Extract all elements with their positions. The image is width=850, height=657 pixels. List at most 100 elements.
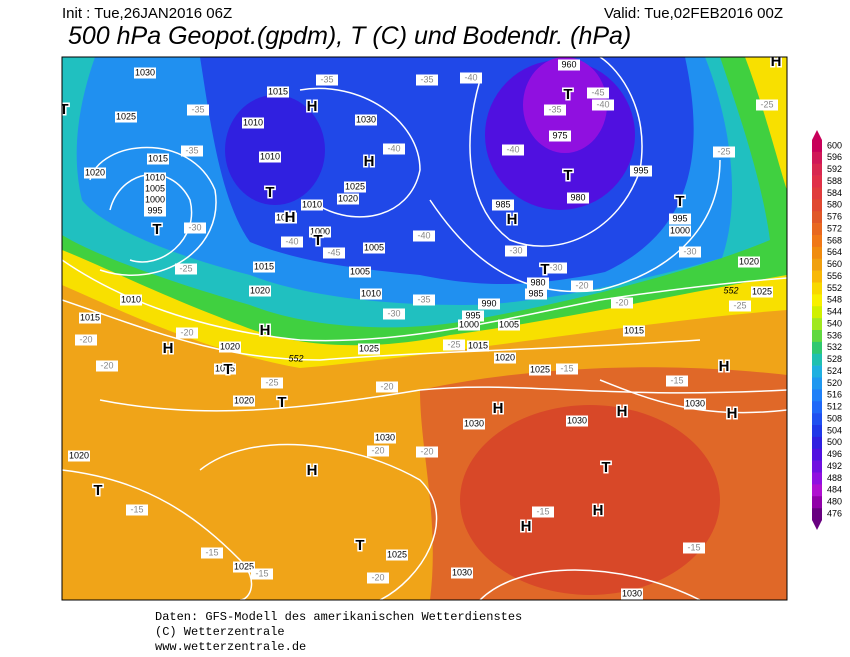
isobar-label-box bbox=[463, 418, 485, 430]
legend-swatch bbox=[812, 389, 822, 402]
footer-url: www.wetterzentrale.de bbox=[155, 640, 306, 654]
temperature-label: -35 bbox=[420, 74, 433, 84]
isobar-label: 995 bbox=[672, 213, 687, 223]
isobar-label-box bbox=[144, 172, 166, 184]
isobar-label: 1015 bbox=[624, 325, 644, 335]
temperature-label: -15 bbox=[130, 504, 143, 514]
temperature-label-box bbox=[96, 360, 118, 372]
isobar-label: 1030 bbox=[452, 567, 472, 577]
isobar-label: 1015 bbox=[468, 340, 488, 350]
temperature-label-box bbox=[181, 145, 203, 157]
temperature-label: -15 bbox=[205, 547, 218, 557]
temperature-label: -25 bbox=[717, 146, 730, 156]
temperature-label-box bbox=[460, 72, 482, 84]
temperature-label-box bbox=[502, 144, 524, 156]
temperature-label: -35 bbox=[417, 294, 430, 304]
temperature-label-box bbox=[666, 375, 688, 387]
pressure-center: T bbox=[675, 193, 684, 210]
isobar-label: 1005 bbox=[145, 183, 165, 193]
temperature-label-box bbox=[75, 334, 97, 346]
temperature-label: -40 bbox=[417, 230, 430, 240]
isobar-label-box bbox=[467, 340, 489, 352]
isobar-label-box bbox=[144, 194, 166, 206]
isobar-label: 1025 bbox=[345, 181, 365, 191]
legend-label: 508 bbox=[827, 413, 842, 423]
legend-swatch bbox=[812, 330, 822, 343]
legend-label: 592 bbox=[827, 164, 842, 174]
pressure-center: T bbox=[223, 361, 232, 378]
isobar-label-box bbox=[134, 67, 156, 79]
footer-copyright: (C) Wetterzentrale bbox=[155, 625, 285, 639]
temperature-label-box bbox=[187, 104, 209, 116]
pressure-center: T bbox=[540, 261, 549, 278]
isobar-label: 1010 bbox=[260, 151, 280, 161]
isobar-label: 1020 bbox=[220, 341, 240, 351]
pressure-center: H bbox=[521, 518, 532, 535]
isobar-label-box bbox=[267, 86, 289, 98]
temperature-label-box bbox=[443, 339, 465, 351]
pressure-center: T bbox=[563, 167, 572, 184]
temperature-label: -20 bbox=[371, 572, 384, 582]
isobar-label-box bbox=[529, 364, 551, 376]
pressure-center: H bbox=[260, 322, 271, 339]
legend-swatch bbox=[812, 163, 822, 176]
isobar-label-box bbox=[621, 588, 643, 600]
isobar-label: 1030 bbox=[622, 588, 642, 598]
legend-label: 516 bbox=[827, 390, 842, 400]
init-time: Init : Tue,26JAN2016 06Z bbox=[62, 5, 232, 22]
temperature-label-box bbox=[175, 263, 197, 275]
temperature-label: -25 bbox=[760, 99, 773, 109]
isobar-label: 960 bbox=[561, 59, 576, 69]
legend-swatch bbox=[812, 270, 822, 283]
contour-label: 552 bbox=[288, 353, 303, 363]
isobar-label: 1030 bbox=[135, 67, 155, 77]
temperature-label: -35 bbox=[320, 74, 333, 84]
isobar-label: 1020 bbox=[250, 285, 270, 295]
legend-label: 520 bbox=[827, 378, 842, 388]
temperature-label: -25 bbox=[265, 377, 278, 387]
legend-swatch bbox=[812, 140, 822, 153]
temperature-label: -15 bbox=[536, 506, 549, 516]
legend-label: 540 bbox=[827, 318, 842, 328]
isobar-label: 1025 bbox=[387, 549, 407, 559]
isobar-label: 1000 bbox=[310, 226, 330, 236]
isobar-label-box bbox=[259, 151, 281, 163]
isobar-label: 1000 bbox=[670, 225, 690, 235]
legend-label: 564 bbox=[827, 247, 842, 257]
legend-swatch bbox=[812, 282, 822, 295]
isobar-label-box bbox=[684, 398, 706, 410]
isobar-label-box bbox=[669, 213, 691, 225]
isobar-label-box bbox=[358, 343, 380, 355]
legend-label: 576 bbox=[827, 212, 842, 222]
temperature-label-box bbox=[413, 294, 435, 306]
pressure-center: H bbox=[307, 98, 318, 115]
temperature-label-box bbox=[323, 247, 345, 259]
pressure-center: T bbox=[265, 184, 274, 201]
isobar-label: 990 bbox=[481, 298, 496, 308]
legend-swatch bbox=[812, 377, 822, 390]
legend-swatch bbox=[812, 151, 822, 165]
isobar-label-box bbox=[386, 549, 408, 561]
pressure-center: H bbox=[771, 53, 782, 70]
pressure-center: H bbox=[507, 211, 518, 228]
temperature-label: -15 bbox=[687, 542, 700, 552]
isobar-label: 995 bbox=[465, 310, 480, 320]
isobar-label: 1025 bbox=[234, 561, 254, 571]
legend-arrow-top bbox=[812, 130, 822, 140]
legend-swatch bbox=[812, 306, 822, 319]
legend-swatch bbox=[812, 448, 822, 461]
pressure-center: T bbox=[277, 394, 286, 411]
temperature-label-box bbox=[571, 280, 593, 292]
isobar-label-box bbox=[344, 181, 366, 193]
temperature-label-box bbox=[729, 300, 751, 312]
isobar-label-box bbox=[79, 312, 101, 324]
pressure-center: T bbox=[355, 537, 364, 554]
isobar-label: 1020 bbox=[739, 256, 759, 266]
isobar-label: 980 bbox=[570, 192, 585, 202]
legend-swatch bbox=[812, 211, 822, 224]
legend-label: 532 bbox=[827, 342, 842, 352]
isobar-label: 995 bbox=[633, 165, 648, 175]
isobar-label: 980 bbox=[530, 277, 545, 287]
isobar-label: 1020 bbox=[234, 395, 254, 405]
isobar-label: 1000 bbox=[145, 194, 165, 204]
